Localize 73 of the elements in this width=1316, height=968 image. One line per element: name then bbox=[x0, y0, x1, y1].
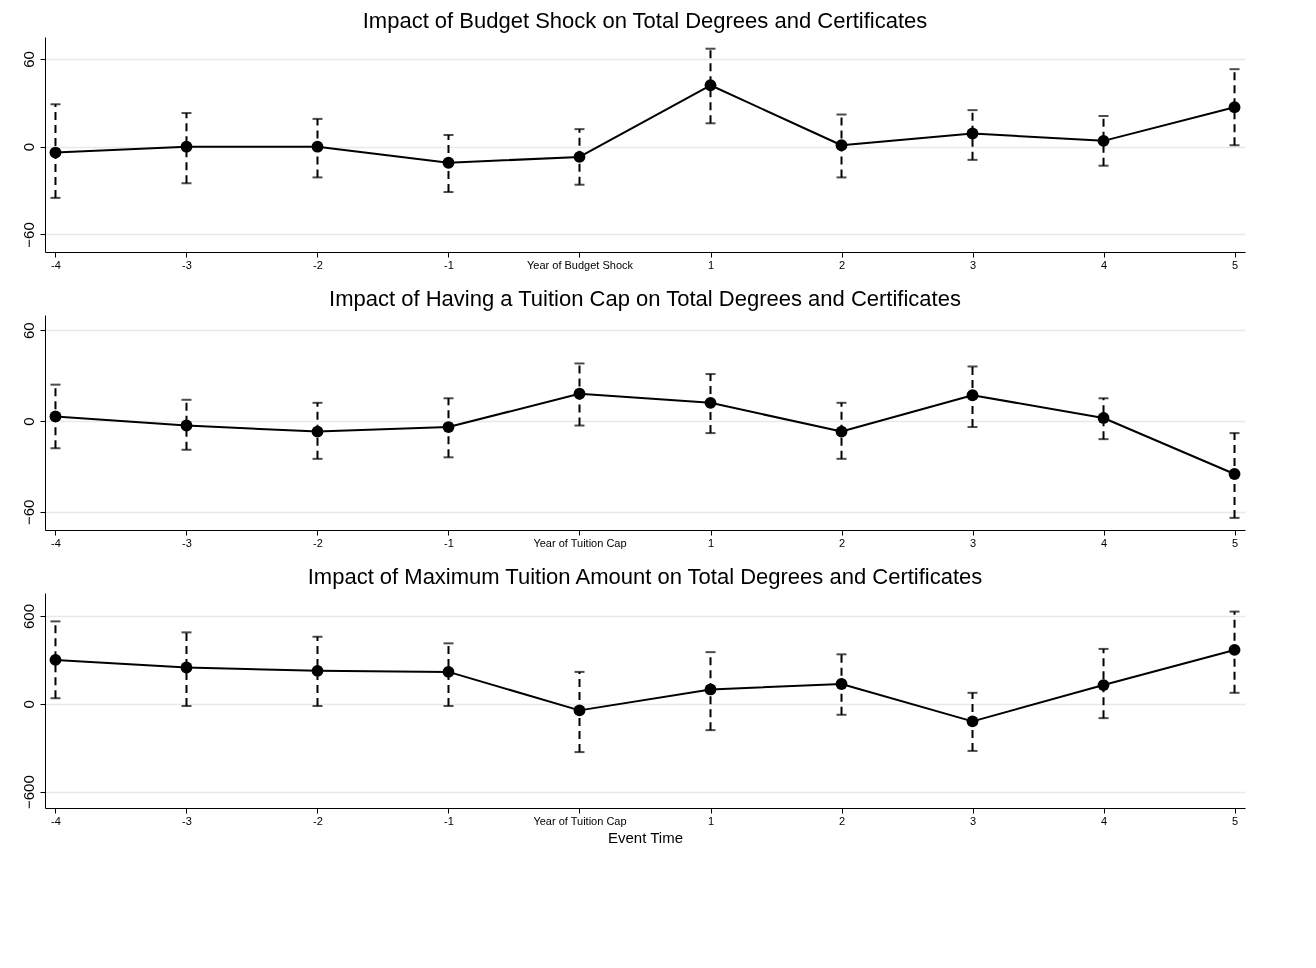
x-tick-label: -1 bbox=[444, 258, 454, 271]
point bbox=[311, 664, 324, 677]
point bbox=[311, 140, 324, 153]
chart-title: Impact of Maximum Tuition Amount on Total Degrees and Certificates bbox=[307, 564, 983, 589]
point bbox=[1097, 679, 1110, 691]
x-tick-label: 5 bbox=[1231, 814, 1239, 827]
x-tick-label: 4 bbox=[1100, 536, 1108, 549]
x-tick-label: 5 bbox=[1231, 536, 1239, 549]
x-tick-label: Year of Tuition Cap bbox=[533, 536, 627, 549]
point bbox=[835, 678, 848, 690]
point bbox=[966, 389, 979, 402]
x-tick-label: -4 bbox=[51, 258, 61, 271]
x-tick-label: -1 bbox=[444, 536, 454, 549]
x-tick-label: 1 bbox=[707, 536, 715, 549]
point bbox=[1228, 468, 1241, 480]
point bbox=[966, 127, 979, 140]
point bbox=[442, 156, 455, 169]
x-tick-label: 4 bbox=[1100, 258, 1108, 271]
point bbox=[704, 396, 717, 409]
chart-title: Impact of Budget Shock on Total Degrees and Certificates bbox=[362, 8, 928, 33]
point bbox=[1228, 101, 1241, 114]
x-tick-label: 2 bbox=[838, 258, 846, 271]
y-tick-label: 60 bbox=[19, 322, 37, 339]
point bbox=[573, 151, 586, 163]
x-tick-label: 2 bbox=[838, 814, 846, 827]
y-tick-label: 60 bbox=[19, 51, 37, 68]
y-tick-label: 600 bbox=[19, 603, 37, 629]
x-tick-label: 1 bbox=[707, 814, 715, 827]
point bbox=[1097, 412, 1110, 424]
x-tick-label: 1 bbox=[707, 258, 715, 271]
point bbox=[704, 683, 717, 696]
point bbox=[573, 704, 586, 717]
x-tick-label: Year of Budget Shock bbox=[526, 258, 634, 271]
x-tick-label: Year of Tuition Cap bbox=[533, 814, 627, 827]
x-tick-label: 3 bbox=[969, 258, 977, 271]
x-tick-label: -4 bbox=[51, 536, 61, 549]
point bbox=[180, 419, 193, 432]
x-tick-label: 5 bbox=[1231, 258, 1239, 271]
point bbox=[704, 79, 717, 92]
x-tick-label: 3 bbox=[969, 814, 977, 827]
x-tick-label: -3 bbox=[182, 814, 192, 827]
point bbox=[180, 661, 193, 674]
x-tick-label: -2 bbox=[313, 258, 323, 271]
chart-title: Impact of Having a Tuition Cap on Total Degrees and Certificates bbox=[329, 286, 961, 311]
x-tick-label: 3 bbox=[969, 536, 977, 549]
x-tick-label: -3 bbox=[182, 536, 192, 549]
point bbox=[49, 146, 62, 159]
y-tick-label: 0 bbox=[19, 143, 37, 152]
x-tick-label: -2 bbox=[313, 814, 323, 827]
x-tick-label: 2 bbox=[838, 536, 846, 549]
x-tick-label: -2 bbox=[313, 536, 323, 549]
point bbox=[442, 665, 455, 678]
point bbox=[311, 425, 324, 438]
point bbox=[49, 653, 62, 666]
point bbox=[180, 140, 193, 153]
y-tick-label: 0 bbox=[19, 700, 37, 709]
y-tick-label: −60 bbox=[19, 499, 37, 526]
point bbox=[573, 387, 586, 400]
y-tick-label: 0 bbox=[19, 417, 37, 426]
point bbox=[835, 425, 848, 438]
x-tick-label: 4 bbox=[1100, 814, 1108, 827]
x-tick-label: -4 bbox=[51, 814, 61, 827]
x-axis-title: Event Time bbox=[607, 828, 684, 846]
point bbox=[442, 421, 455, 433]
point bbox=[1228, 644, 1241, 656]
y-tick-label: −600 bbox=[19, 775, 37, 810]
y-tick-label: −60 bbox=[19, 222, 37, 248]
point bbox=[966, 715, 979, 728]
point bbox=[49, 410, 62, 423]
x-tick-label: -1 bbox=[444, 814, 454, 827]
point bbox=[835, 139, 848, 152]
point bbox=[1097, 134, 1110, 147]
x-tick-label: -3 bbox=[182, 258, 192, 271]
